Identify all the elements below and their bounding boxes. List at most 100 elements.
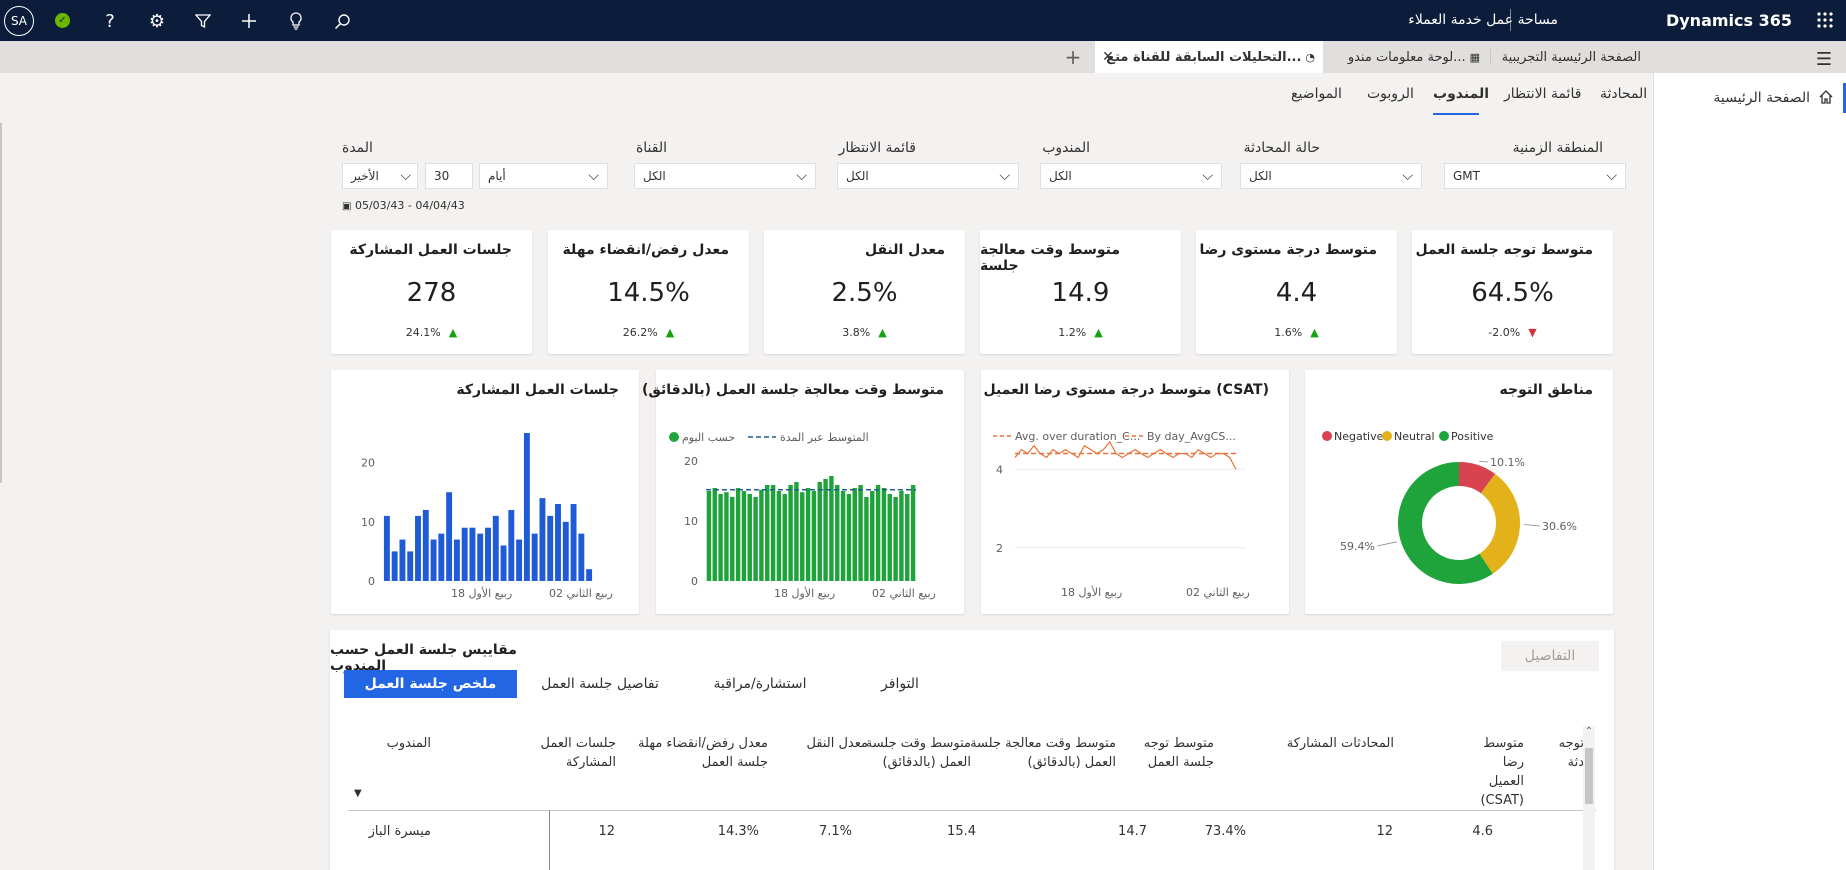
- legend-swatch: [1439, 431, 1449, 441]
- lightbulb-icon[interactable]: [285, 10, 307, 32]
- duration-count-input[interactable]: 30: [425, 163, 473, 189]
- subnav-topics[interactable]: المواضيع: [1291, 86, 1342, 102]
- divider: [1510, 9, 1511, 31]
- bar: [846, 494, 852, 581]
- time-zone-select[interactable]: GMT ⌵: [1444, 163, 1626, 189]
- scrollbar-thumb[interactable]: [1585, 748, 1593, 804]
- column-header-csat[interactable]: متوسط رضا العميل (CSAT): [1480, 736, 1524, 808]
- csat-line-card[interactable]: متوسط درجة مستوى رضا العميل (CSAT) Avg. …: [981, 370, 1289, 614]
- subnav-conversation[interactable]: المحادثة: [1600, 86, 1648, 102]
- bar: [730, 497, 735, 581]
- trend-down-icon: ▼: [1528, 326, 1537, 339]
- chart-title: متوسط درجة مستوى رضا العميل (CSAT): [983, 382, 1269, 398]
- kpi-delta-text: -2.0%: [1488, 326, 1521, 339]
- tab-consult-monitor[interactable]: استشارة/مراقبة: [713, 676, 807, 692]
- bar: [516, 539, 523, 581]
- kpi-card-transfer-rate[interactable]: معدل النقل 2.5% 3.8% ▲: [764, 230, 965, 354]
- hamburger-menu-icon[interactable]: ☰: [1815, 49, 1832, 70]
- chevron-down-icon: ⌵: [400, 168, 411, 184]
- kpi-delta-text: 1.6%: [1274, 326, 1303, 339]
- cell-csat: 4.6: [1472, 824, 1493, 839]
- analytics-icon: ◔: [1305, 50, 1315, 64]
- tab-session-details[interactable]: تفاصيل جلسة العمل: [541, 676, 659, 692]
- chart-title: جلسات العمل المشاركة: [456, 382, 619, 398]
- series-line: [1014, 440, 1237, 470]
- channel-filter-label: القناة: [635, 140, 667, 156]
- tab-session-summary[interactable]: ملخص جلسة العمل: [344, 670, 517, 698]
- x-tick-label: ربيع الأول 18: [1061, 585, 1122, 599]
- subnav-agent[interactable]: المندوب: [1433, 86, 1490, 102]
- handle-time-bar-card[interactable]: متوسط وقت معالجة جلسة العمل (بالدقائق) 0…: [642, 370, 964, 614]
- column-header-reject-rate[interactable]: معدل رفض/انقضاء مهلة جلسة العمل: [638, 736, 768, 770]
- donut-slice: [1459, 462, 1496, 494]
- bar: [500, 545, 507, 581]
- conversation-status-select[interactable]: الكل ⌵: [1240, 163, 1422, 189]
- bar: [829, 476, 834, 581]
- bar: [461, 527, 468, 581]
- settings-icon[interactable]: ⚙: [148, 10, 166, 32]
- kpi-value: 64.5%: [1471, 278, 1554, 308]
- chevron-down-icon: ⌵: [1202, 168, 1213, 184]
- column-header-transfer-rate[interactable]: معدل النقل: [806, 736, 868, 751]
- kpi-card-sessions[interactable]: جلسات العمل المشاركة 278 24.1% ▲: [331, 230, 532, 354]
- app-launcher-icon[interactable]: [1816, 11, 1834, 29]
- kpi-value: 4.4: [1275, 278, 1318, 308]
- sidebar-item-home[interactable]: الصفحة الرئيسية: [1653, 83, 1846, 113]
- subnav-queue[interactable]: قائمة الانتظار: [1504, 86, 1582, 102]
- sessions-bar-card[interactable]: جلسات العمل المشاركة 0 10 20 ربيع الأول 18 ر…: [331, 370, 639, 614]
- sentiment-donut-card[interactable]: مناطق التوجه Negative Neutral Positive 10.1…: [1305, 370, 1613, 614]
- search-icon[interactable]: [331, 10, 353, 32]
- plus-icon[interactable]: [238, 10, 260, 32]
- filter-icon[interactable]: [192, 10, 214, 32]
- check-icon[interactable]: ✓: [55, 13, 70, 28]
- sentiment-donut-chart: Negative Neutral Positive 10.1% 30.6% 59.4%: [1322, 430, 1577, 584]
- workspace-title[interactable]: مساحة عمل خدمة العملاء: [1408, 12, 1558, 28]
- column-header-avg-handle-time[interactable]: متوسط وقت معالجة جلسة العمل (بالدقائق): [970, 736, 1116, 770]
- bar: [523, 433, 530, 581]
- user-avatar[interactable]: SA: [4, 6, 34, 36]
- close-tab-icon[interactable]: ✕: [1102, 49, 1114, 65]
- column-header-conversations[interactable]: المحادثات المشاركة: [1286, 736, 1394, 751]
- tab-home-trial[interactable]: الصفحة الرئيسية التجريبية: [1490, 41, 1645, 73]
- legend-swatch: [1382, 431, 1392, 441]
- bar: [875, 485, 881, 581]
- bar: [881, 488, 887, 581]
- duration-unit-select[interactable]: أيام ⌵: [479, 163, 608, 189]
- chevron-down-icon: ⌵: [796, 168, 807, 184]
- bar: [724, 492, 729, 581]
- bar: [735, 488, 741, 581]
- leader-line: [1523, 524, 1541, 527]
- kpi-card-csat[interactable]: متوسط درجة مستوى رضا 4.4 1.6% ▲: [1196, 230, 1397, 354]
- kpi-card-handle-time[interactable]: متوسط وقت معالجة جلسة 14.9 1.2% ▲: [980, 230, 1181, 354]
- scroll-up-icon[interactable]: ⌃: [1584, 726, 1594, 737]
- column-header-avg-sentiment[interactable]: متوسط توجه جلسة العمل: [1143, 736, 1214, 770]
- bar: [383, 515, 390, 581]
- column-header-avg-session-time[interactable]: متوسط وقت جلسة العمل (بالدقائق): [865, 736, 971, 770]
- select-value: الكل: [1249, 169, 1272, 183]
- column-header-sentiment[interactable]: توجه دثة: [1558, 736, 1584, 770]
- kpi-card-reject-rate[interactable]: معدل رفض/انقضاء مهلة 14.5% 26.2% ▲: [548, 230, 749, 354]
- details-button[interactable]: التفاصيل: [1501, 641, 1599, 671]
- channel-filter-select[interactable]: الكل ⌵: [634, 163, 816, 189]
- cell-agent[interactable]: ميسرة الباز: [368, 824, 431, 839]
- tab-channel-analytics[interactable]: التحليلات السابقة للقناة متع... ◔: [1095, 41, 1323, 73]
- select-value: الكل: [846, 169, 869, 183]
- help-icon[interactable]: ?: [105, 10, 115, 32]
- bar: [555, 504, 561, 581]
- queue-filter-select[interactable]: الكل ⌵: [837, 163, 1019, 189]
- new-tab-button[interactable]: +: [1064, 45, 1082, 69]
- tab-availability[interactable]: التوافر: [881, 676, 919, 692]
- bar: [718, 494, 723, 581]
- tab-agent-dashboard[interactable]: لوحة معلومات مندو... ▦: [1330, 41, 1488, 73]
- duration-last-select[interactable]: الأخير ⌵: [342, 163, 418, 189]
- data-label: 30.6%: [1542, 520, 1577, 533]
- column-header-sessions[interactable]: جلسات العمل المشاركة: [540, 736, 616, 770]
- subnav-bot[interactable]: الروبوت: [1367, 86, 1414, 102]
- bar: [492, 515, 499, 581]
- app-brand[interactable]: Dynamics 365: [1665, 11, 1792, 30]
- kpi-card-sentiment[interactable]: متوسط توجه جلسة العمل 64.5% -2.0% ▼: [1412, 230, 1613, 354]
- agent-filter-select[interactable]: الكل ⌵: [1040, 163, 1222, 189]
- sort-down-icon[interactable]: ▼: [354, 788, 362, 799]
- column-header-agent[interactable]: المندوب: [386, 736, 431, 751]
- bar: [910, 485, 916, 581]
